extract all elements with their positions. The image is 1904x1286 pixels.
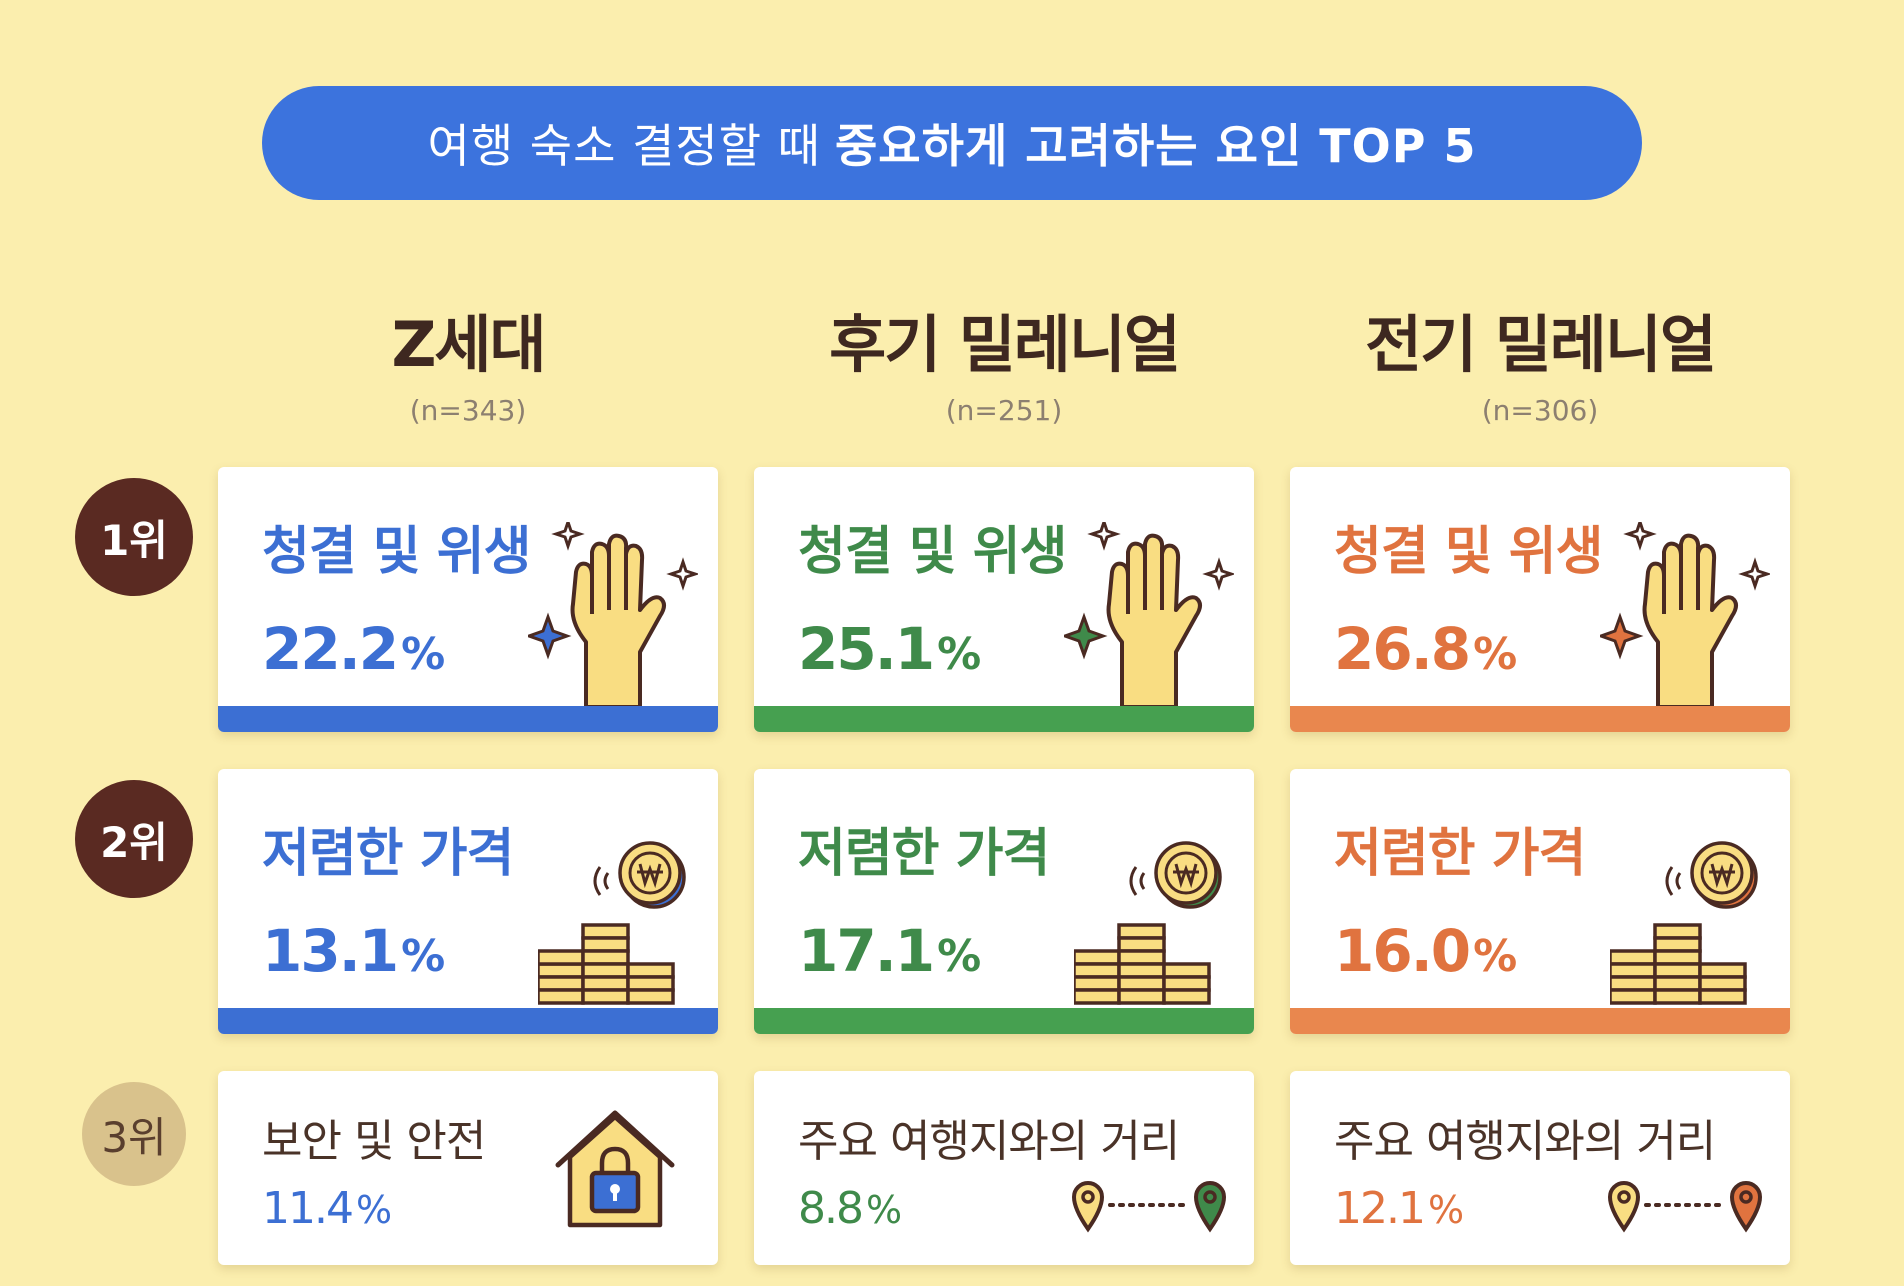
factor-value: 22.2% [262, 615, 443, 683]
factor-value: 8.8% [798, 1183, 900, 1234]
map-route-icon [1070, 1179, 1230, 1235]
factor-value: 26.8% [1334, 615, 1515, 683]
column-header-early-millennial: 전기 밀레니얼 (n=306) [1290, 300, 1790, 427]
card-rank2-late-millennial: 저렴한 가격 17.1% [754, 769, 1254, 1034]
card-rank3-late-millennial: 주요 여행지와의 거리 8.8% [754, 1071, 1254, 1265]
factor-label: 주요 여행지와의 거리 [798, 1105, 1179, 1169]
card-rank3-gen-z: 보안 및 안전 11.4% [218, 1071, 718, 1265]
color-bar [1290, 1008, 1790, 1034]
raised-hand-sparkle-icon [1064, 522, 1234, 707]
group-sample-size: (n=343) [218, 394, 718, 427]
card-rank1-early-millennial: 청결 및 위생 26.8% [1290, 467, 1790, 732]
factor-label: 저렴한 가격 [798, 811, 1049, 886]
card-rank1-late-millennial: 청결 및 위생 25.1% [754, 467, 1254, 732]
card-rank2-early-millennial: 저렴한 가격 16.0% [1290, 769, 1790, 1034]
group-name: 후기 밀레니얼 [754, 300, 1254, 390]
color-bar [218, 706, 718, 732]
factor-label: 청결 및 위생 [262, 509, 530, 584]
column-header-late-millennial: 후기 밀레니얼 (n=251) [754, 300, 1254, 427]
card-rank1-gen-z: 청결 및 위생 22.2% [218, 467, 718, 732]
factor-label: 청결 및 위생 [798, 509, 1066, 584]
map-route-icon [1606, 1179, 1766, 1235]
group-name: Z세대 [218, 300, 718, 390]
color-bar [754, 706, 1254, 732]
factor-value: 17.1% [798, 917, 979, 985]
factor-label: 저렴한 가격 [1334, 811, 1585, 886]
raised-hand-sparkle-icon [1600, 522, 1770, 707]
coins-stack-icon [1610, 839, 1770, 1009]
factor-value: 12.1% [1334, 1183, 1462, 1234]
color-bar [754, 1008, 1254, 1034]
factor-label: 청결 및 위생 [1334, 509, 1602, 584]
rank-badge-1: 1위 [75, 478, 193, 596]
group-sample-size: (n=251) [754, 394, 1254, 427]
color-bar [1290, 706, 1790, 732]
factor-label: 보안 및 안전 [262, 1105, 485, 1169]
rank-badge-3: 3위 [82, 1082, 186, 1186]
house-lock-icon [550, 1107, 680, 1229]
factor-label: 저렴한 가격 [262, 811, 513, 886]
coins-stack-icon [538, 839, 698, 1009]
title-normal: 여행 숙소 결정할 때 [428, 110, 821, 176]
color-bar [218, 1008, 718, 1034]
card-rank2-gen-z: 저렴한 가격 13.1% [218, 769, 718, 1034]
group-name: 전기 밀레니얼 [1290, 300, 1790, 390]
group-sample-size: (n=306) [1290, 394, 1790, 427]
factor-value: 25.1% [798, 615, 979, 683]
coins-stack-icon [1074, 839, 1234, 1009]
raised-hand-sparkle-icon [528, 522, 698, 707]
title-banner: 여행 숙소 결정할 때 중요하게 고려하는 요인 TOP 5 [262, 86, 1642, 200]
column-header-gen-z: Z세대 (n=343) [218, 300, 718, 427]
rank-badge-2: 2위 [75, 780, 193, 898]
factor-value: 11.4% [262, 1183, 390, 1234]
factor-label: 주요 여행지와의 거리 [1334, 1105, 1715, 1169]
title-bold: 중요하게 고려하는 요인 TOP 5 [835, 110, 1476, 176]
factor-value: 13.1% [262, 917, 443, 985]
card-rank3-early-millennial: 주요 여행지와의 거리 12.1% [1290, 1071, 1790, 1265]
factor-value: 16.0% [1334, 917, 1515, 985]
